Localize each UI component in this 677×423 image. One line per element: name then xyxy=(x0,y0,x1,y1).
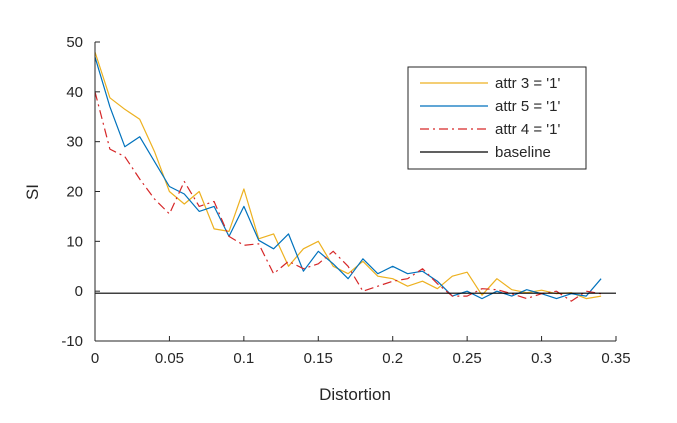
legend: attr 3 = '1' attr 5 = '1' attr 4 = '1' base… xyxy=(407,66,587,170)
y-axis-label: SI xyxy=(23,184,42,200)
y-tick-label: 0 xyxy=(75,283,83,300)
x-tick-label: 0.25 xyxy=(453,350,482,367)
y-tick-label: 30 xyxy=(66,134,83,151)
legend-label-1: attr 5 = '1' xyxy=(495,98,560,115)
series-line-0 xyxy=(94,51,602,300)
legend-label-3: baseline xyxy=(495,144,551,161)
legend-label-2: attr 4 = '1' xyxy=(495,121,560,138)
x-tick-label: 0.35 xyxy=(601,350,630,367)
series-layer xyxy=(94,51,616,302)
y-tick-label: -10 xyxy=(61,333,83,350)
y-tick-label: 50 xyxy=(66,34,83,51)
x-tick-label: 0 xyxy=(91,350,99,367)
y-tick-label: 10 xyxy=(66,233,83,250)
y-tick-label: 20 xyxy=(66,184,83,201)
series-line-2 xyxy=(94,91,602,302)
x-tick-label: 0.2 xyxy=(382,350,403,367)
axes-layer: 0 0.05 0.1 0.15 0.2 0.25 0.3 0.35 -10 0 10 20 30 40 50 xyxy=(61,34,630,367)
x-tick-label: 0.1 xyxy=(233,350,254,367)
x-axis-label: Distortion xyxy=(319,385,391,404)
y-tick-label: 40 xyxy=(66,84,83,101)
x-tick-label: 0.3 xyxy=(531,350,552,367)
x-tick-label: 0.15 xyxy=(304,350,333,367)
x-tick-label: 0.05 xyxy=(155,350,184,367)
legend-label-0: attr 3 = '1' xyxy=(495,75,560,92)
